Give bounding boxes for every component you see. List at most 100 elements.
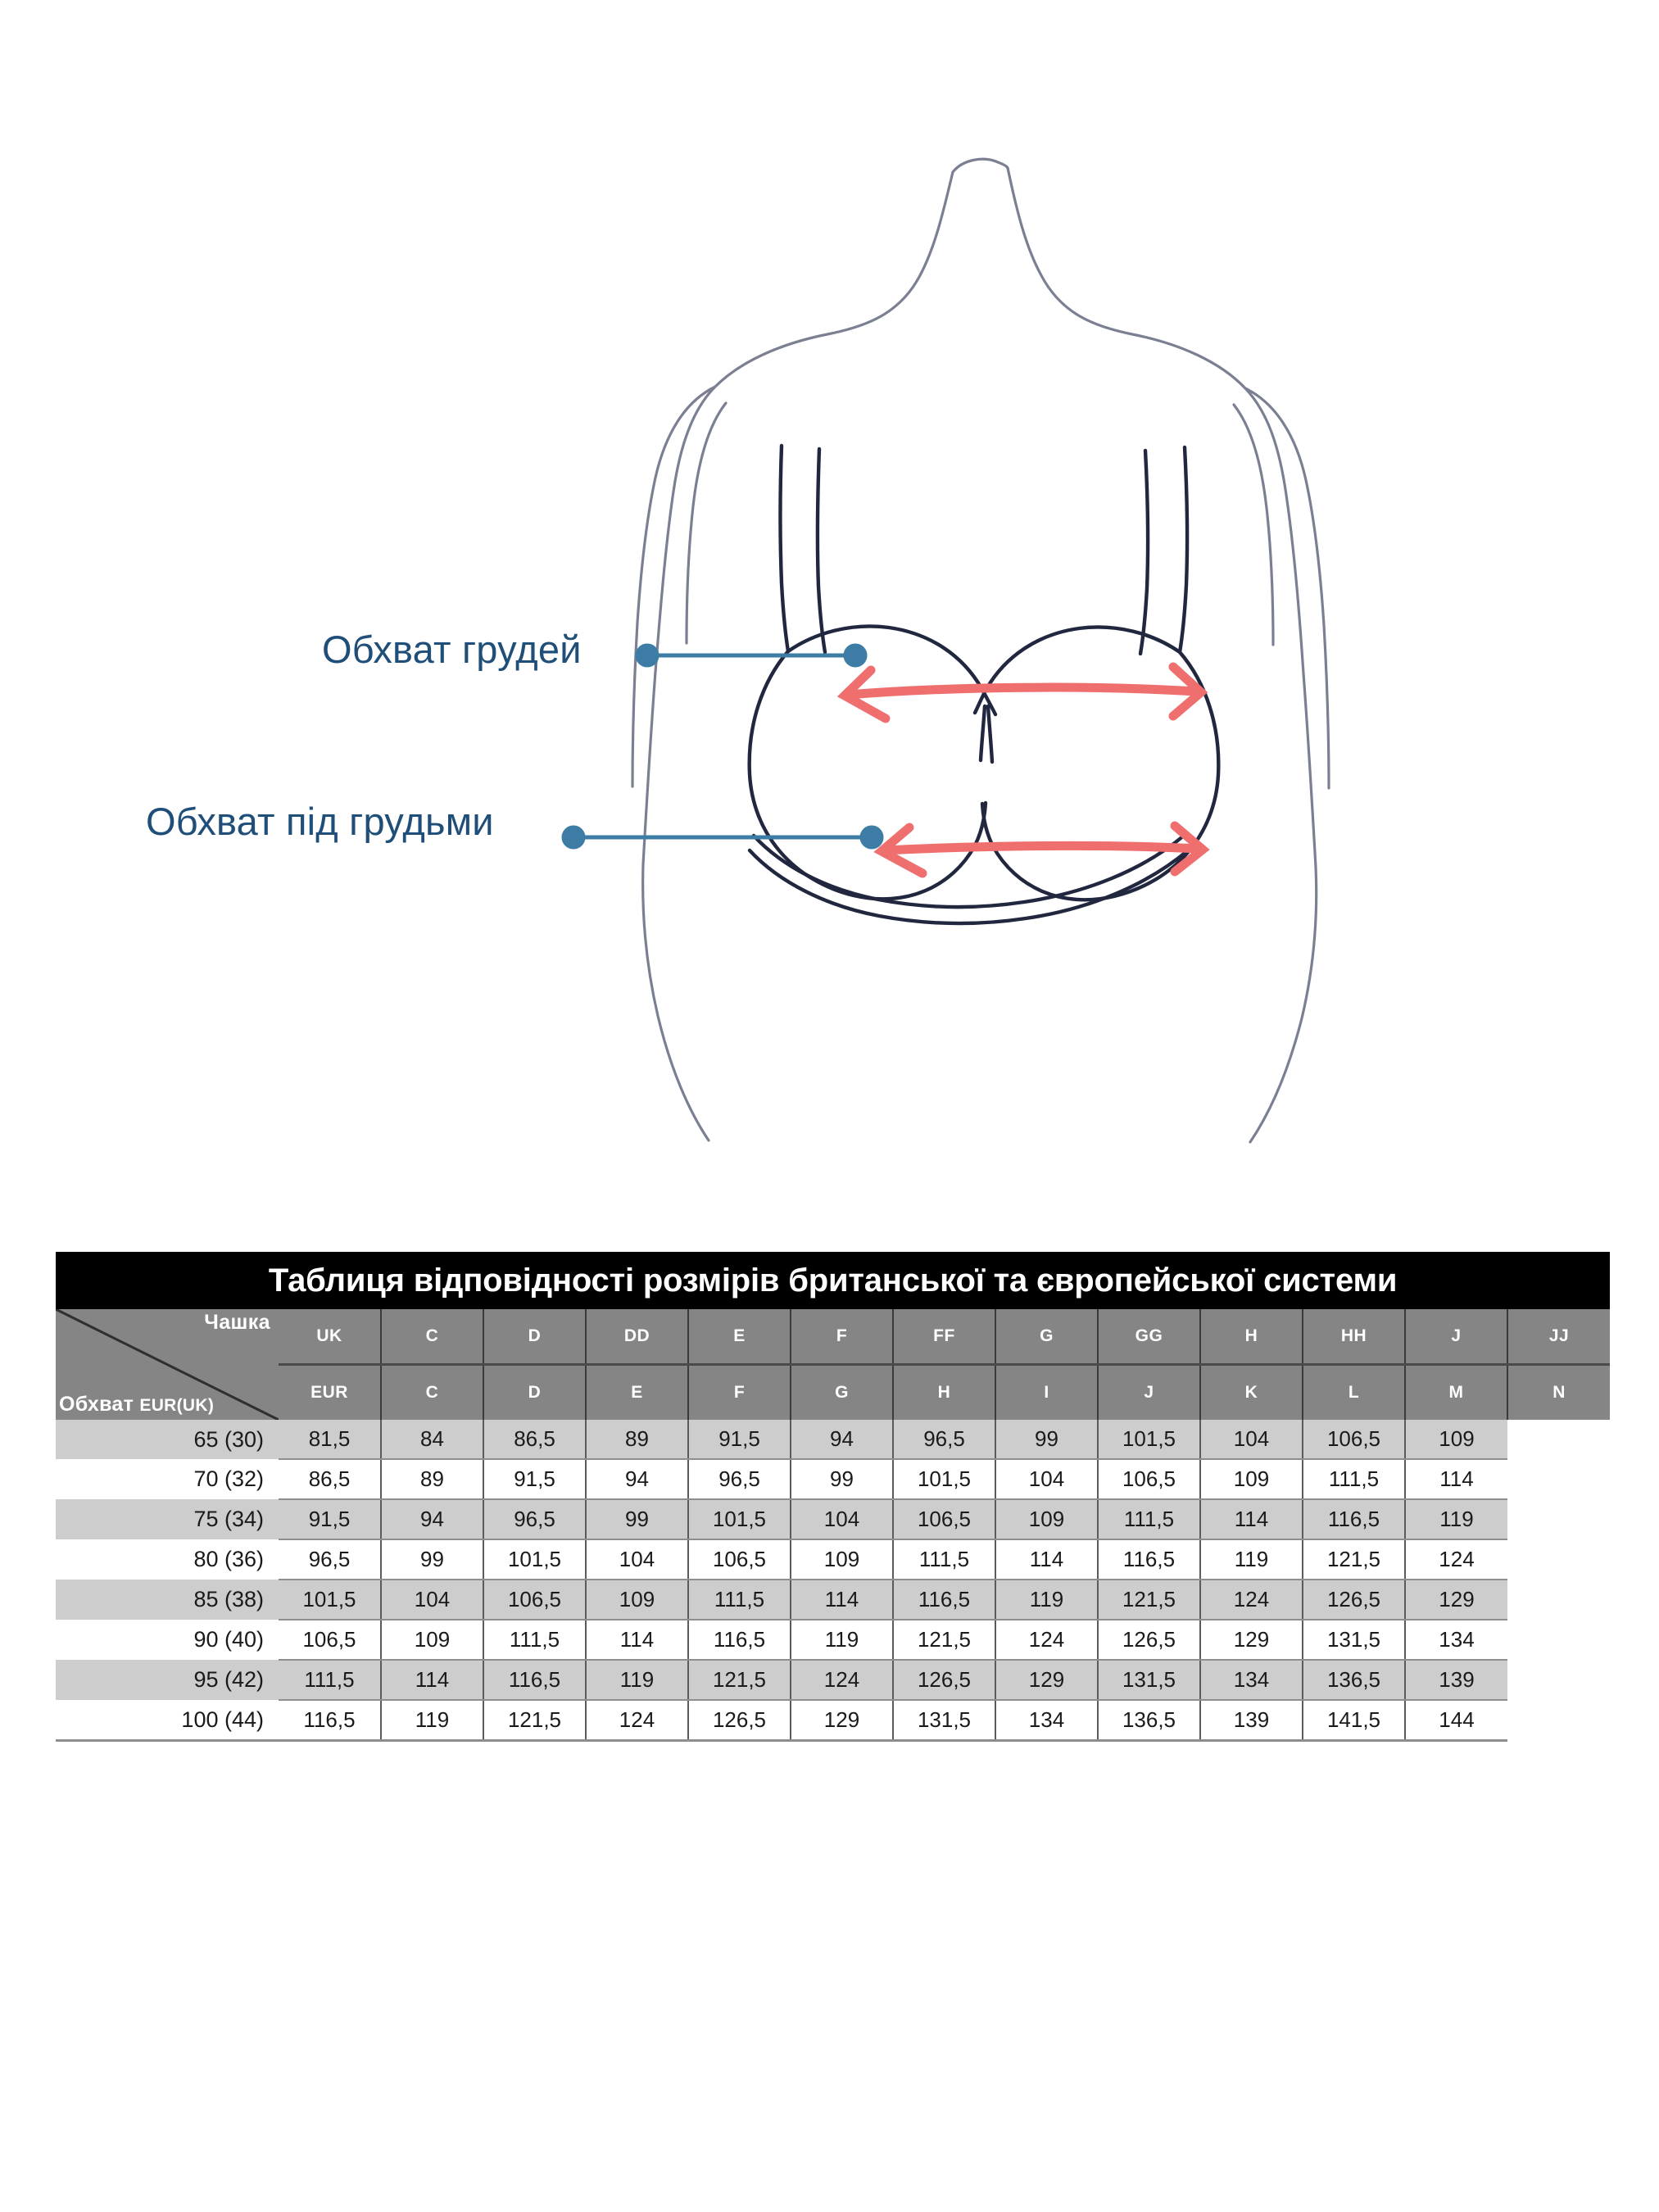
underbust-arrow-head-left xyxy=(873,823,927,878)
cell-1-5: 99 xyxy=(790,1459,893,1500)
left-strap-outer xyxy=(778,443,791,654)
cell-2-6: 106,5 xyxy=(892,1499,995,1540)
left-waist-contour xyxy=(641,863,710,1142)
header-cell-eur-cup-5: G xyxy=(790,1363,893,1420)
table-row: 90 (40) 106,5 109 111,5 114 116,5 119 12… xyxy=(56,1620,1610,1661)
header-cell-uk-cup-8: GG xyxy=(1097,1309,1200,1365)
cell-1-3: 94 xyxy=(585,1459,688,1500)
cell-0-4: 91,5 xyxy=(687,1420,791,1460)
cell-3-5: 109 xyxy=(790,1539,893,1580)
callout-label-underbust: Обхват під грудьми xyxy=(146,800,494,843)
row-header-band-1: 70 (32) xyxy=(56,1459,279,1499)
header-cell-uk-cup-2: D xyxy=(483,1309,586,1365)
table-row: 100 (44) 116,5 119 121,5 124 126,5 129 1… xyxy=(56,1700,1610,1742)
center-gore-left xyxy=(978,704,987,763)
header-cell-uk-cup-5: F xyxy=(790,1309,893,1365)
cell-5-7: 124 xyxy=(995,1620,1098,1661)
table-row: 85 (38) 101,5 104 106,5 109 111,5 114 11… xyxy=(56,1580,1610,1620)
cell-6-1: 114 xyxy=(380,1660,483,1701)
cell-4-7: 119 xyxy=(995,1580,1098,1620)
header-cell-eur-cup-2: D xyxy=(483,1363,586,1420)
under-band-line xyxy=(751,833,1186,909)
corner-girth-main: Обхват xyxy=(59,1393,140,1416)
bust-connector-dot-right xyxy=(843,643,868,668)
cell-0-3: 89 xyxy=(585,1420,688,1460)
header-cell-uk-cup-4: E xyxy=(687,1309,791,1365)
cell-5-5: 119 xyxy=(790,1620,893,1661)
header-cell-eur-cup-11: M xyxy=(1404,1363,1507,1420)
cell-2-10: 116,5 xyxy=(1302,1499,1405,1540)
header-cell-uk-system: UK xyxy=(279,1309,381,1365)
table-row: 70 (32) 86,5 89 91,5 94 96,5 99 101,5 10… xyxy=(56,1459,1610,1500)
right-arm-outer xyxy=(1244,387,1330,790)
header-cell-eur-system: EUR xyxy=(279,1363,381,1420)
header-cell-eur-cup-8: J xyxy=(1097,1363,1200,1420)
cell-5-1: 109 xyxy=(380,1620,483,1661)
cell-7-11: 144 xyxy=(1404,1700,1507,1742)
cell-0-0: 81,5 xyxy=(279,1420,381,1460)
cell-0-1: 84 xyxy=(380,1420,483,1460)
cell-2-8: 111,5 xyxy=(1097,1499,1200,1540)
header-cell-uk-cup-10: HH xyxy=(1302,1309,1405,1365)
cell-6-0: 111,5 xyxy=(279,1660,381,1701)
cell-1-10: 111,5 xyxy=(1302,1459,1405,1500)
body-diagram-svg xyxy=(561,157,1330,1144)
bust-arrow-head-left xyxy=(836,665,891,723)
corner-girth-unit: EUR(UK) xyxy=(139,1396,215,1415)
cell-5-3: 114 xyxy=(585,1620,688,1661)
cell-3-10: 121,5 xyxy=(1302,1539,1405,1580)
cell-1-7: 104 xyxy=(995,1459,1098,1500)
cell-4-0: 101,5 xyxy=(279,1580,381,1620)
size-conversion-table: Таблиця відповідності розмірів британськ… xyxy=(56,1252,1611,1742)
cell-3-4: 106,5 xyxy=(687,1539,791,1580)
cell-6-6: 126,5 xyxy=(892,1660,995,1701)
cell-6-2: 116,5 xyxy=(483,1660,586,1701)
header-cell-eur-cup-6: H xyxy=(892,1363,995,1420)
cell-7-3: 124 xyxy=(585,1700,688,1742)
cell-3-11: 124 xyxy=(1404,1539,1507,1580)
cell-2-11: 119 xyxy=(1404,1499,1507,1540)
cell-7-6: 131,5 xyxy=(892,1700,995,1742)
cell-0-10: 106,5 xyxy=(1302,1420,1405,1460)
cell-3-2: 101,5 xyxy=(483,1539,586,1580)
cell-0-11: 109 xyxy=(1404,1420,1507,1460)
cell-7-5: 129 xyxy=(790,1700,893,1742)
header-cell-uk-cup-7: G xyxy=(995,1309,1098,1365)
right-strap-outer xyxy=(1177,445,1190,655)
right-cup-top xyxy=(972,625,1182,715)
cell-2-3: 99 xyxy=(585,1499,688,1540)
cell-1-2: 91,5 xyxy=(483,1459,586,1500)
cell-6-8: 131,5 xyxy=(1097,1660,1200,1701)
cell-5-8: 126,5 xyxy=(1097,1620,1200,1661)
header-cell-eur-cup-9: K xyxy=(1199,1363,1303,1420)
cell-7-4: 126,5 xyxy=(687,1700,791,1742)
cell-3-0: 96,5 xyxy=(279,1539,381,1580)
cell-5-10: 131,5 xyxy=(1302,1620,1405,1661)
header-cell-eur-cup-1: C xyxy=(380,1363,483,1420)
underbust-arrow-shaft xyxy=(880,841,1203,855)
table-row: 80 (36) 96,5 99 101,5 104 106,5 109 111,… xyxy=(56,1539,1610,1580)
cell-5-0: 106,5 xyxy=(279,1620,381,1661)
header-cell-uk-cup-1: C xyxy=(380,1309,483,1365)
right-waist-contour xyxy=(1249,865,1318,1144)
cell-2-0: 91,5 xyxy=(279,1499,381,1540)
underbust-arrow-head-right xyxy=(1170,821,1210,877)
cell-7-1: 119 xyxy=(380,1700,483,1742)
cell-4-9: 124 xyxy=(1199,1580,1303,1620)
cell-3-7: 114 xyxy=(995,1539,1098,1580)
cell-4-3: 109 xyxy=(585,1580,688,1620)
cell-4-2: 106,5 xyxy=(483,1580,586,1620)
cell-6-10: 136,5 xyxy=(1302,1660,1405,1701)
left-strap-inner xyxy=(815,446,827,655)
cell-4-5: 114 xyxy=(790,1580,893,1620)
header-cell-uk-cup-12: JJ xyxy=(1506,1309,1611,1365)
left-body-contour xyxy=(641,170,954,866)
cell-1-8: 106,5 xyxy=(1097,1459,1200,1500)
right-body-contour xyxy=(1006,166,1317,868)
cell-7-10: 141,5 xyxy=(1302,1700,1405,1742)
cell-6-7: 129 xyxy=(995,1660,1098,1701)
row-header-band-6: 95 (42) xyxy=(56,1660,279,1700)
row-header-band-5: 90 (40) xyxy=(56,1620,279,1660)
cell-0-7: 99 xyxy=(995,1420,1098,1460)
cell-5-11: 134 xyxy=(1404,1620,1507,1661)
